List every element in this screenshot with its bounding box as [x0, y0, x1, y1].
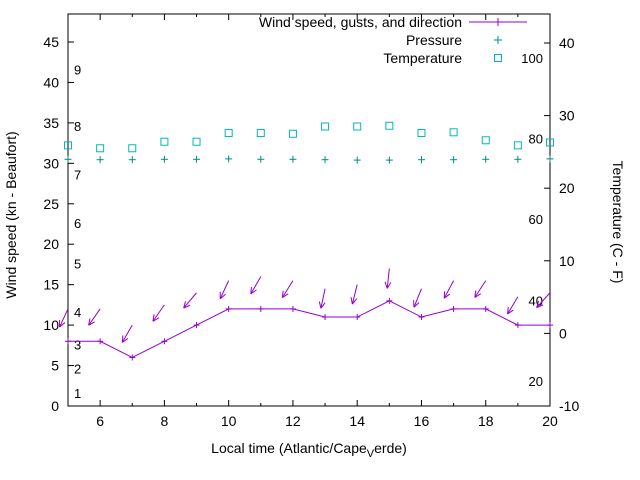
plot-border	[67, 13, 551, 407]
beaufort-label: 8	[74, 119, 81, 134]
x-tick-label: 8	[161, 413, 169, 429]
y-left-ticks: 0 5 10 15 20 25 30 35 40 45	[43, 34, 74, 414]
fahrenheit-label: 100	[521, 51, 543, 66]
x-tick-label: 10	[221, 413, 237, 429]
y-left-tick-label: 5	[51, 358, 59, 374]
temperature-series	[64, 121, 554, 153]
x-tick-label: 18	[478, 413, 494, 429]
beaufort-label: 6	[74, 216, 81, 231]
y-left-tick-label: 40	[43, 74, 59, 90]
fahrenheit-label: 20	[529, 374, 543, 389]
gust-direction-arrows	[59, 268, 551, 343]
x-tick-label: 16	[414, 413, 430, 429]
beaufort-label: 9	[74, 62, 81, 77]
legend-temperature-square-sample	[494, 54, 502, 62]
y-right-tick-label: 0	[559, 325, 567, 341]
x-tick-label: 20	[542, 413, 558, 429]
y-left-tick-label: 30	[43, 155, 59, 171]
beaufort-label: 2	[74, 362, 81, 377]
beaufort-scale-labels: 1 2 3 4 5 6 7 8 9	[74, 62, 81, 401]
plot-area: 6 8 10 12 14 16 18 20051015202530354045-1001020…	[43, 13, 579, 429]
fahrenheit-label: 60	[529, 212, 543, 227]
x-tick-label: 6	[96, 413, 104, 429]
y-left-tick-label: 15	[43, 277, 59, 293]
y-right-ticks: -10 0 10 20 30 40	[544, 35, 579, 414]
pressure-series	[64, 155, 554, 164]
beaufort-label: 5	[74, 256, 81, 271]
y-left-tick-label: 35	[43, 115, 59, 131]
beaufort-label: 3	[74, 337, 81, 352]
beaufort-label: 1	[74, 386, 81, 401]
beaufort-label: 4	[74, 305, 81, 320]
y-left-axis-title: Wind speed (kn - Beaufort)	[3, 131, 19, 298]
y-left-tick-label: 20	[43, 236, 59, 252]
x-axis-ticks: 6 8 10 12 14 16 18 20	[67, 14, 558, 429]
y-right-tick-label: -10	[559, 398, 579, 414]
x-tick-label: 14	[349, 413, 365, 429]
x-axis-title: Local time (Atlantic/CapeVerde)	[211, 440, 407, 460]
y-left-tick-label: 10	[43, 317, 59, 333]
legend-pressure-label: Pressure	[406, 32, 462, 48]
y-left-tick-label: 25	[43, 196, 59, 212]
x-tick-label: 12	[285, 413, 301, 429]
legend-wind-label: Wind speed, gusts, and direction	[259, 14, 462, 30]
legend: Wind speed, gusts, and direction Pressur…	[259, 14, 527, 66]
fahrenheit-label: 80	[529, 132, 543, 147]
legend-temperature-label: Temperature	[383, 50, 462, 66]
beaufort-label: 7	[74, 168, 81, 183]
y-right-tick-label: 20	[559, 180, 575, 196]
wind-speed-series	[65, 297, 553, 361]
y-right-tick-label: 30	[559, 108, 575, 124]
y-right-tick-label: 10	[559, 253, 575, 269]
y-right-axis-title: Temperature (C - F)	[610, 161, 626, 284]
y-left-tick-label: 45	[43, 34, 59, 50]
y-left-tick-label: 0	[51, 398, 59, 414]
y-right-tick-label: 40	[559, 35, 575, 51]
